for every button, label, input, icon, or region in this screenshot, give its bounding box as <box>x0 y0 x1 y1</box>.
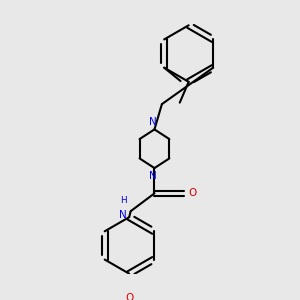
Text: O: O <box>189 188 197 198</box>
Text: H: H <box>120 196 127 205</box>
Text: N: N <box>149 117 157 127</box>
Text: N: N <box>149 171 157 181</box>
Text: N: N <box>119 210 127 220</box>
Text: O: O <box>125 293 133 300</box>
